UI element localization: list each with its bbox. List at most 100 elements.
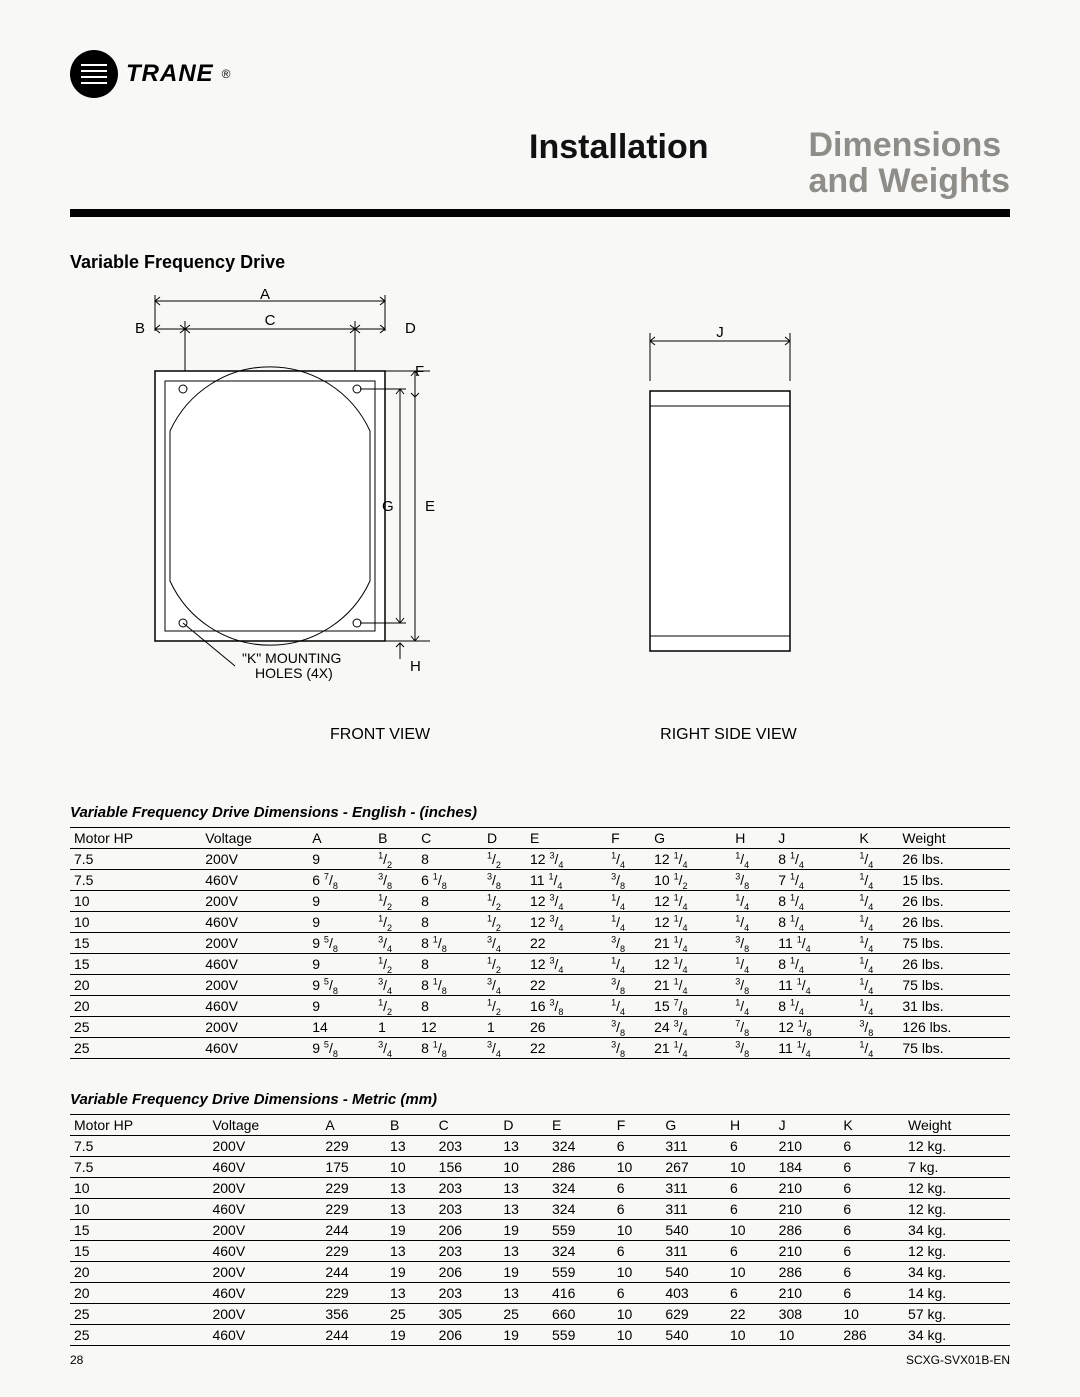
table-cell: 19 [386,1262,435,1283]
table-cell: 210 [775,1241,840,1262]
table-column-header: C [435,1115,500,1136]
table-cell: 8 [417,891,483,912]
table-column-header: E [526,828,607,849]
table-column-header: K [839,1115,904,1136]
table-cell: 11 1/4 [774,1038,855,1059]
table-cell: 3/8 [731,870,774,891]
table-cell: 21 1/4 [650,1038,731,1059]
svg-text:G: G [382,498,394,515]
page-titles: Installation Dimensions and Weights [70,128,1010,199]
table-cell: 25 [70,1325,208,1346]
svg-text:H: H [410,658,421,675]
table-cell: 16 3/8 [526,996,607,1017]
table-cell: 20 [70,996,201,1017]
table-cell: 1/4 [731,996,774,1017]
table-cell: 6 [839,1178,904,1199]
table-cell: 12 kg. [904,1178,1010,1199]
table-column-header: H [726,1115,775,1136]
table-cell: 1/2 [483,891,526,912]
table-cell: 126 lbs. [898,1017,1010,1038]
table-cell: 26 [526,1017,607,1038]
table-cell: 210 [775,1199,840,1220]
table-cell: 9 [308,891,374,912]
table-cell: 10 [70,1199,208,1220]
table-cell: 6 [839,1220,904,1241]
table-column-header: G [650,828,731,849]
table-row: 15200V24419206195591054010286634 kg. [70,1220,1010,1241]
table-cell: 34 kg. [904,1325,1010,1346]
table-cell: 15 7/8 [650,996,731,1017]
table-cell: 8 [417,849,483,870]
table-cell: 10 1/2 [650,870,731,891]
doc-id: SCXG-SVX01B-EN [906,1353,1010,1367]
svg-text:"K" MOUNTING: "K" MOUNTING [242,650,341,666]
table-cell: 559 [548,1325,613,1346]
table-cell: 200V [208,1178,321,1199]
table-column-header: A [308,828,374,849]
table-cell: 15 [70,1241,208,1262]
table-cell: 12 kg. [904,1136,1010,1157]
table-cell: 8 [417,954,483,975]
table-cell: 13 [386,1199,435,1220]
diagram-row: A B C D F [70,281,1010,686]
title-dims-line2: and Weights [809,162,1011,200]
table-cell: 1/2 [374,891,417,912]
table-cell: 6 [613,1283,662,1304]
table-cell: 10 [726,1220,775,1241]
table-cell: 1/2 [374,954,417,975]
table-cell: 1/2 [483,996,526,1017]
table-cell: 203 [435,1241,500,1262]
table-cell: 203 [435,1283,500,1304]
table-cell: 1/4 [607,954,650,975]
table-row: 20460V91/281/216 3/81/415 7/81/48 1/41/4… [70,996,1010,1017]
svg-text:B: B [135,320,145,337]
table-cell: 7.5 [70,849,201,870]
table-cell: 6 [613,1241,662,1262]
table-cell: 10 [839,1304,904,1325]
table-cell: 12 [417,1017,483,1038]
table-cell: 20 [70,1283,208,1304]
table-row: 7.5200V229132031332463116210612 kg. [70,1136,1010,1157]
table-cell: 25 [70,1304,208,1325]
table-cell: 210 [775,1136,840,1157]
table-cell: 1/2 [374,996,417,1017]
metric-table-caption: Variable Frequency Drive Dimensions - Me… [70,1091,1010,1108]
table-cell: 10 [775,1325,840,1346]
table-cell: 10 [70,891,201,912]
table-cell: 11 1/4 [774,975,855,996]
table-cell: 8 1/8 [417,1038,483,1059]
table-cell: 403 [661,1283,726,1304]
table-cell: 10 [613,1220,662,1241]
table-cell: 6 [839,1283,904,1304]
table-row: 25200V141121263/824 3/47/812 1/83/8126 l… [70,1017,1010,1038]
table-cell: 203 [435,1136,500,1157]
table-column-header: Voltage [201,828,308,849]
table-cell: 8 1/8 [417,933,483,954]
table-row: 20460V229132031341664036210614 kg. [70,1283,1010,1304]
table-cell: 3/8 [607,975,650,996]
svg-text:HOLES (4X): HOLES (4X) [255,665,333,681]
table-cell: 6 [726,1178,775,1199]
table-cell: 1/4 [607,996,650,1017]
table-cell: 1/2 [483,912,526,933]
table-cell: 9 [308,996,374,1017]
table-cell: 660 [548,1304,613,1325]
table-cell: 6 7/8 [308,870,374,891]
table-cell: 13 [386,1283,435,1304]
table-cell: 3/8 [731,975,774,996]
table-cell: 10 [613,1304,662,1325]
table-cell: 8 [417,996,483,1017]
svg-text:J: J [716,324,724,341]
table-header-row: Motor HPVoltageABCDEFGHJKWeight [70,1115,1010,1136]
table-row: 10200V91/281/212 3/41/412 1/41/48 1/41/4… [70,891,1010,912]
table-cell: 22 [726,1304,775,1325]
right-side-view-label: RIGHT SIDE VIEW [660,726,797,744]
english-table-caption: Variable Frequency Drive Dimensions - En… [70,804,1010,821]
table-cell: 203 [435,1178,500,1199]
table-column-header: Motor HP [70,828,201,849]
table-cell: 200V [208,1220,321,1241]
table-cell: 229 [321,1199,386,1220]
table-cell: 540 [661,1325,726,1346]
table-cell: 200V [201,891,308,912]
table-cell: 13 [386,1241,435,1262]
